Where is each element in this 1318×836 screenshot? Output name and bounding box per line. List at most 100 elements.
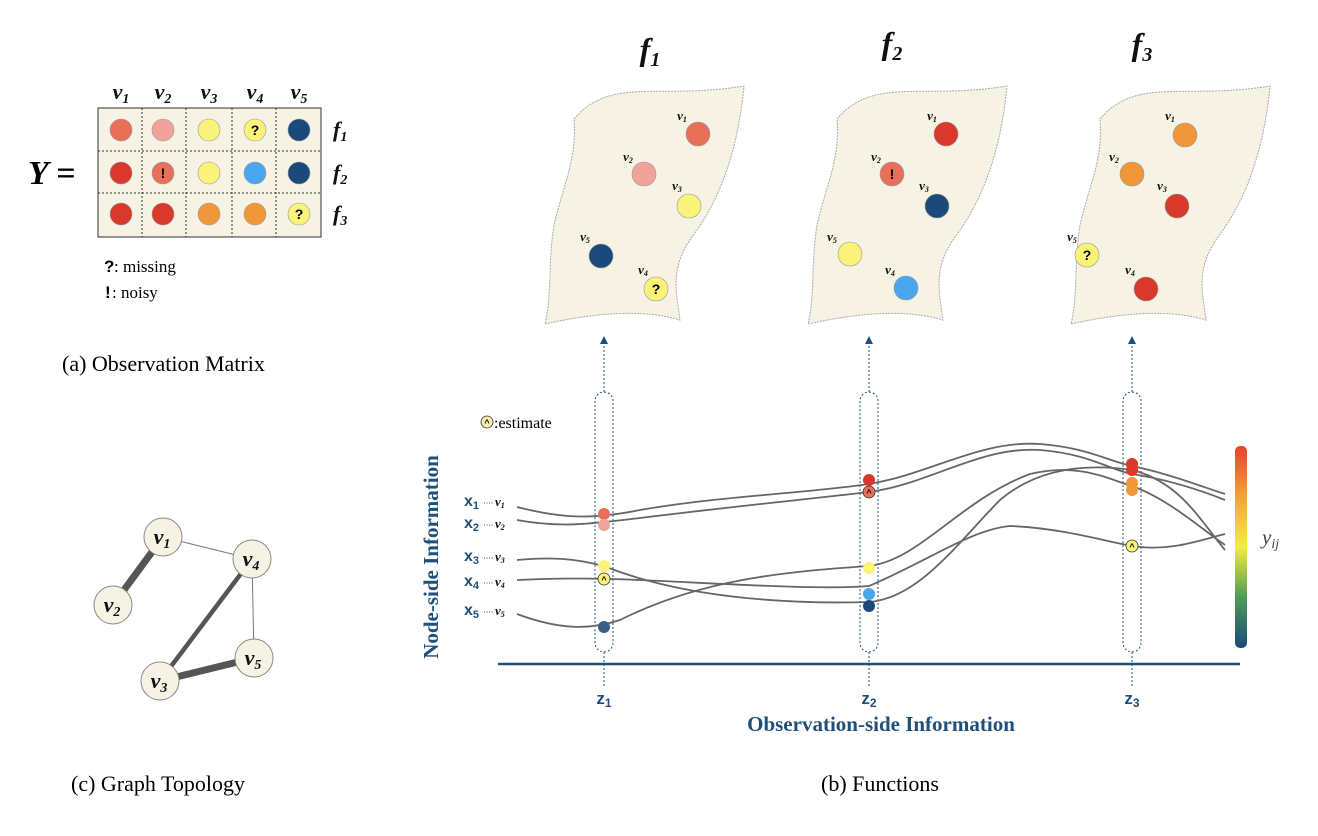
- function-title-f3: f3: [1132, 26, 1153, 66]
- curve-point-z3-5: ^: [1125, 539, 1139, 553]
- matrix-dot: [287, 202, 311, 226]
- sheet-point-v4: v4: [1125, 262, 1159, 302]
- matrix-col-header-v3: v3: [201, 79, 218, 107]
- matrix-cell-f3-v2: [151, 202, 175, 226]
- graph-node-circle: [234, 638, 274, 678]
- graph-node-label: v4: [243, 546, 260, 574]
- sheet-mark: ?: [652, 281, 661, 297]
- z-label-z2: z2: [861, 689, 877, 710]
- matrix-mark: !: [161, 165, 166, 181]
- matrix-cell-f2-v4: [243, 161, 267, 185]
- row-label-x: x1: [464, 493, 479, 512]
- row-label-v: v2: [495, 516, 505, 532]
- sheet-point-label: v5: [580, 229, 590, 245]
- matrix-dot: [243, 161, 267, 185]
- matrix-column-headers: v1 v2 v3 v4 v5: [113, 79, 308, 107]
- graph-node-label: v5: [245, 645, 262, 673]
- edge-v4-v3: [158, 557, 254, 683]
- graph-node-circle: [232, 539, 272, 579]
- sheet-point-v3: v3: [1157, 178, 1190, 219]
- z-label-z3: z3: [1124, 689, 1140, 710]
- graph-topology: v1 v2 v3 v4 v5 (c) Graph Topology: [71, 517, 274, 796]
- caption-b: (b) Functions: [821, 771, 939, 796]
- sheet-mark: ?: [1083, 247, 1092, 263]
- row-label-v: v3: [495, 549, 505, 565]
- matrix-row-label-f3: f3: [333, 201, 347, 229]
- observation-side-label: Observation-side Information: [747, 712, 1015, 736]
- sheet-dot: [924, 193, 950, 219]
- row-label-v: v5: [495, 603, 505, 619]
- legend-noisy-symbol: !: [105, 283, 111, 302]
- matrix-col-header-v4: v4: [247, 79, 264, 107]
- caption-a: (a) Observation Matrix: [62, 351, 265, 376]
- curve-dot: [1126, 484, 1138, 496]
- row-label-x: x2: [464, 515, 479, 534]
- sheet-point-label: v4: [1125, 262, 1135, 278]
- graph-node-v1: v1: [143, 517, 183, 557]
- curve-point-z1-3: [598, 560, 610, 572]
- curve-point-z1-1: [598, 508, 610, 520]
- curve-point-z3-4: [1126, 484, 1138, 496]
- curve-point-z1-5: [598, 621, 610, 633]
- sheet-point-v4: v4: [885, 262, 919, 301]
- estimate-legend-text: :estimate: [494, 415, 552, 432]
- sheet-point-v5: ? v5: [1067, 229, 1100, 268]
- matrix-col-header-v2: v2: [155, 79, 172, 107]
- row-label-x5: x5 v5: [464, 602, 505, 621]
- sheet-point-v3: v3: [919, 178, 950, 219]
- capsule-z2: [859, 391, 879, 653]
- matrix-dot: [197, 118, 221, 142]
- curve-point-z2-3: [863, 562, 875, 574]
- matrix-y-label: Y =: [28, 155, 75, 192]
- matrix-dot: [109, 161, 133, 185]
- matrix-cell-f2-v2: !: [151, 161, 175, 185]
- matrix-cells: ?!?: [109, 118, 311, 226]
- sheet-point-v1: v1: [927, 108, 959, 147]
- graph-node-v4: v4: [232, 539, 272, 579]
- node-side-label: Node-side Information: [419, 455, 443, 659]
- row-label-v: v4: [495, 574, 505, 590]
- row-labels: x1 v1 x2 v2 x3 v3 x4 v4 x5 v5: [464, 493, 505, 621]
- sheet-dot: [879, 161, 905, 187]
- matrix-dot: [243, 118, 267, 142]
- caption-c: (c) Graph Topology: [71, 771, 245, 796]
- matrix-cell-f3-v3: [197, 202, 221, 226]
- sheet-point-label: v2: [871, 149, 881, 165]
- sheet-point-v3: v3: [672, 178, 702, 219]
- sheet-dot: [685, 121, 711, 147]
- row-label-x: x3: [464, 548, 479, 567]
- matrix-row-labels: f1 f2 f3: [333, 117, 347, 229]
- sheet-dot: [1119, 161, 1145, 187]
- estimate-legend: ^ :estimate: [480, 415, 552, 432]
- row-label-x4: x4 v4: [464, 573, 505, 592]
- matrix-dot: [287, 118, 311, 142]
- sheet-point-v1: v1: [677, 108, 711, 147]
- estimate-legend-symbol: ^: [484, 418, 490, 428]
- capsule-z3: [1122, 391, 1142, 653]
- sheet-point-label: v4: [638, 262, 648, 278]
- estimate-mark: ^: [866, 488, 872, 498]
- matrix-mark: ?: [251, 122, 260, 138]
- curve-point-z1-4: ^: [597, 572, 611, 586]
- sheet-dot: [643, 276, 669, 302]
- curve-point-z2-4: [863, 588, 875, 600]
- sheet-point-label: v2: [623, 149, 633, 165]
- matrix-dot: [287, 161, 311, 185]
- curve-points: ^ ^ ^: [597, 458, 1139, 633]
- function-sheet-3: f3 v1 v2 v3? v5 v4: [1067, 26, 1271, 325]
- matrix-dot: [197, 161, 221, 185]
- matrix-cell-f1-v4: ?: [243, 118, 267, 142]
- row-label-v: v1: [495, 494, 505, 510]
- sheet-dot: [893, 275, 919, 301]
- matrix-cell-f1-v2: [151, 118, 175, 142]
- sheet-dot: [837, 241, 863, 267]
- matrix-dot: [109, 202, 133, 226]
- sheet-point-v5: v5: [580, 229, 614, 269]
- sheet-point-label: v3: [919, 178, 929, 194]
- estimate-legend-icon: [480, 415, 494, 429]
- graph-node-circle: [140, 661, 180, 701]
- curve-dot: [863, 562, 875, 574]
- matrix-cell-f3-v4: [243, 202, 267, 226]
